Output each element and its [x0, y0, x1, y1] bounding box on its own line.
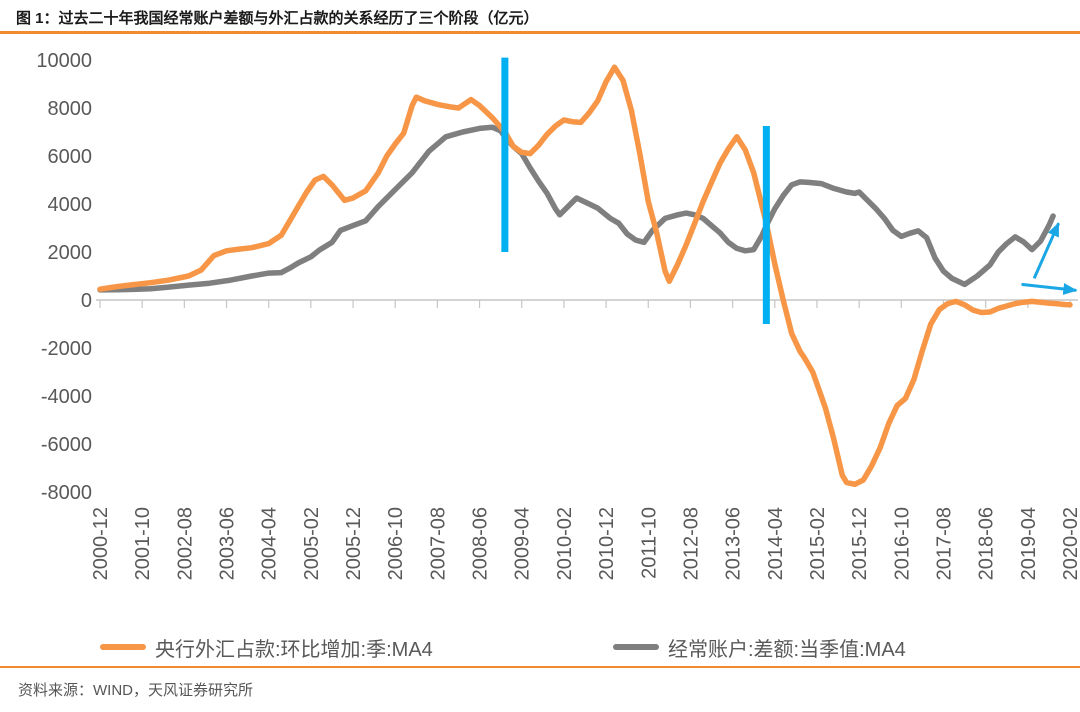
x-tick-label: 2010-12 [596, 507, 618, 580]
line-chart: 2000-12 2001-10 2002-08 2003-06 2004-04 2005-… [36, 50, 1080, 580]
x-tick-label: 2013-06 [723, 507, 745, 580]
y-tick-label: 10000 [36, 50, 92, 72]
x-tick-label: 2015-02 [807, 507, 829, 580]
x-tick-label: 2005-12 [343, 507, 365, 580]
x-tick-label: 2011-10 [638, 507, 660, 579]
y-tick-label: 0 [81, 290, 92, 312]
x-tick-label: 2002-08 [174, 507, 196, 580]
x-tick-label: 2010-02 [554, 507, 576, 580]
x-tick-label: 2020-02 [1060, 507, 1080, 580]
legend-item-current-account: 经常账户:差额:当季值:MA4 [613, 634, 906, 661]
y-tick-label: 4000 [48, 194, 93, 216]
x-tick-label: 2019-04 [1018, 507, 1040, 580]
header-divider [0, 31, 1080, 34]
x-tick-label: 2009-04 [512, 507, 534, 580]
x-tick-label: 2007-08 [427, 507, 449, 580]
y-tick-label: -2000 [41, 338, 92, 360]
trend-arrow-right-icon [1021, 282, 1078, 295]
fx-holdings-legend-label: 央行外汇占款:环比增加:季:MA4 [155, 638, 433, 661]
footer-divider [0, 666, 1080, 668]
figure-title: 图 1：过去二十年我国经常账户差额与外汇占款的关系经历了三个阶段（亿元） [16, 10, 539, 27]
fx-holdings-series-line [97, 64, 1073, 488]
x-tick-label: 2015-12 [849, 507, 871, 580]
x-tick-label: 2000-12 [90, 507, 112, 580]
x-tick-label: 2012-08 [680, 507, 702, 580]
y-tick-label: 2000 [48, 242, 93, 264]
fx-holdings-swatch [100, 644, 146, 650]
trend-arrow-up-icon [1032, 222, 1060, 280]
x-tick-label: 2008-06 [470, 507, 492, 580]
current-account-swatch [613, 644, 659, 650]
x-tick-label: 2016-10 [891, 507, 913, 580]
y-tick-label: 6000 [48, 146, 93, 168]
y-tick-label: -8000 [41, 482, 92, 504]
x-tick-label: 2001-10 [132, 507, 154, 580]
y-tick-label: -6000 [41, 434, 92, 456]
x-tick-label: 2004-04 [259, 507, 281, 580]
x-tick-label: 2006-10 [385, 507, 407, 580]
legend-item-fx-holdings: 央行外汇占款:环比增加:季:MA4 [100, 634, 433, 661]
x-tick-label: 2014-04 [765, 507, 787, 580]
source-note: 资料来源：WIND，天风证券研究所 [18, 682, 253, 699]
current-account-legend-label: 经常账户:差额:当季值:MA4 [668, 638, 906, 661]
current-account-series-line [97, 124, 1056, 293]
x-tick-label: 2005-02 [301, 507, 323, 580]
x-tick-label: 2017-08 [933, 507, 955, 580]
x-tick-label: 2018-06 [976, 507, 998, 580]
y-tick-label: -4000 [41, 386, 92, 408]
y-tick-label: 8000 [48, 98, 93, 120]
x-tick-label: 2003-06 [217, 507, 239, 580]
